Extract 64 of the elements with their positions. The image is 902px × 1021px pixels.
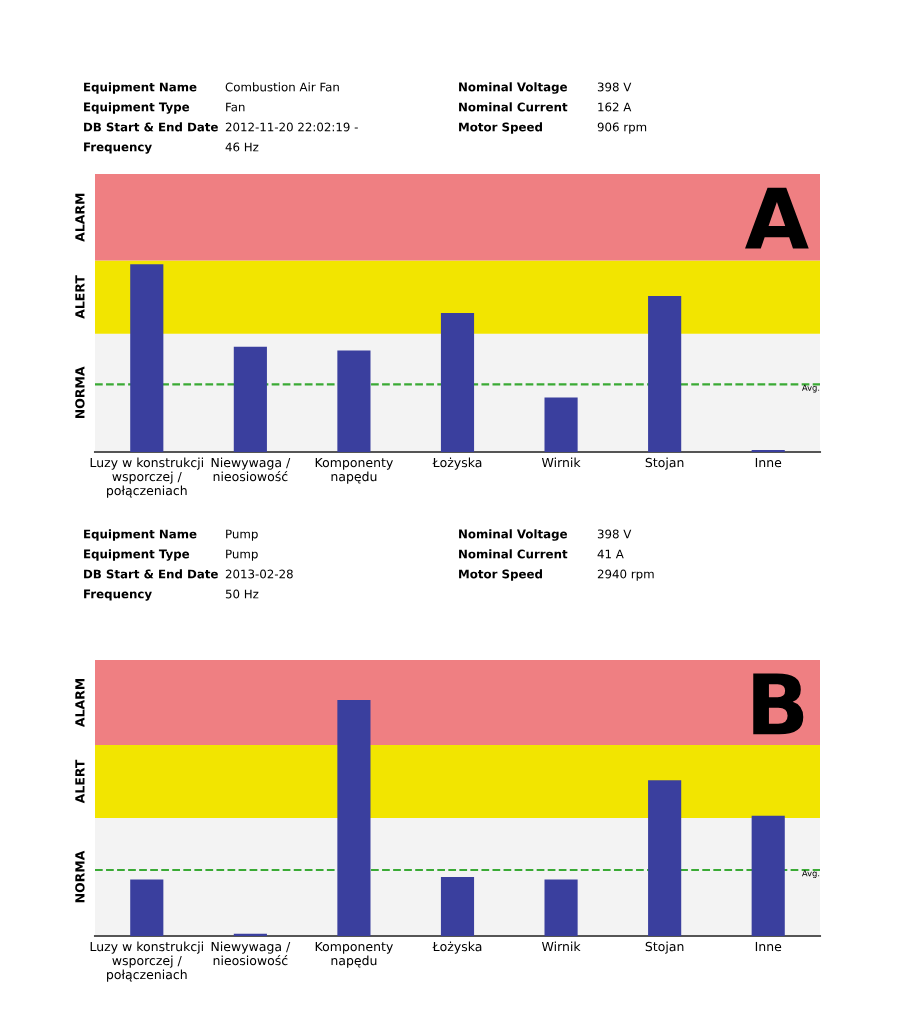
bar (544, 397, 578, 452)
text: 2013-02-28 (225, 569, 293, 579)
bar (648, 296, 682, 452)
text: Equipment Name (84, 82, 197, 94)
band-label: ALARM (75, 678, 85, 728)
text: 46 Hz (225, 142, 259, 152)
bar (440, 313, 475, 452)
text: 50 Hz (225, 589, 259, 599)
text: Equipment Name (84, 529, 197, 541)
text: Nominal Current (459, 102, 568, 112)
text: Pump (226, 549, 258, 561)
x-tick-label: Niewywaga / nieosiowość (211, 941, 291, 966)
text: 398 V (597, 529, 632, 539)
x-tick-label: Inne (755, 457, 782, 468)
text: Frequency (84, 142, 152, 154)
bar (337, 350, 371, 452)
x-tick-label: Niewywaga / nieosiowość (211, 457, 291, 482)
x-tick-label: Inne (755, 941, 782, 952)
x-tick-label: Stojan (645, 941, 684, 954)
ref-line-label: Avg. (801, 384, 820, 393)
text: Nominal Voltage (459, 529, 568, 541)
bar (130, 879, 164, 936)
bar (440, 877, 475, 936)
x-tick-label: Luzy w konstrukcji wsporczej / połączeniach (90, 941, 203, 982)
text: Motor Speed (459, 569, 542, 581)
band-label: ALERT (75, 759, 85, 804)
band-label: NORMA (75, 850, 85, 903)
chart-title: A (745, 187, 809, 249)
text: Nominal Current (459, 549, 568, 559)
text: Frequency (84, 589, 152, 601)
x-tick-label: Wirnik (541, 457, 581, 468)
x-tick-label: Komponenty napędu (315, 457, 393, 484)
text: Fan (226, 102, 245, 112)
band-label: NORMA (75, 366, 85, 419)
text: 906 rpm (597, 122, 647, 134)
x-tick-label: Luzy w konstrukcji wsporczej / połączeniach (90, 457, 203, 498)
band-label: ALARM (75, 193, 85, 242)
band-label: ALERT (75, 275, 85, 319)
bar (751, 815, 785, 936)
bar (233, 346, 267, 452)
text: Nominal Voltage (459, 82, 568, 94)
bar (544, 879, 578, 936)
bar (130, 264, 164, 452)
text: Equipment Type (84, 102, 190, 114)
text: Motor Speed (459, 122, 542, 134)
x-tick-label: Wirnik (541, 941, 581, 952)
bar (648, 780, 682, 936)
chart-title: B (753, 673, 804, 735)
text: Equipment Type (84, 549, 190, 561)
text: 2940 rpm (597, 569, 654, 581)
x-tick-label: Łożyska (432, 457, 482, 470)
text: 2012-11-20 22:02:19 - (225, 122, 358, 132)
ref-line-label: Avg. (801, 870, 820, 879)
text: 162 A (598, 102, 632, 112)
text: DB Start & End Date (84, 122, 218, 132)
x-tick-label: Stojan (645, 457, 684, 470)
x-tick-label: Łożyska (432, 941, 482, 954)
text: Pump (226, 529, 258, 541)
text: DB Start & End Date (84, 569, 218, 579)
bar (337, 700, 371, 936)
x-tick-label: Komponenty napędu (315, 941, 393, 968)
text: 41 A (597, 549, 624, 559)
text: 398 V (597, 82, 632, 92)
text: Combustion Air Fan (225, 82, 339, 92)
